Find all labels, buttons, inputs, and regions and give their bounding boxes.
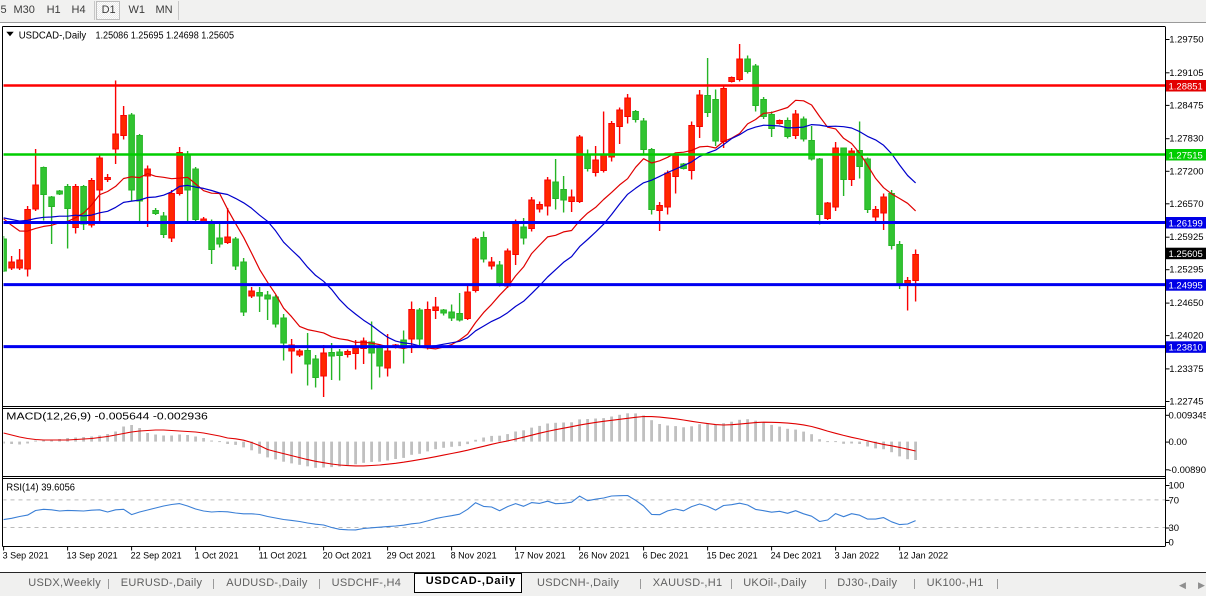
svg-text:1.26199: 1.26199 [1169, 218, 1203, 229]
svg-text:1 Oct 2021: 1 Oct 2021 [195, 551, 239, 561]
svg-text:1.27200: 1.27200 [1169, 166, 1203, 177]
svg-text:USDCAD-,Daily: USDCAD-,Daily [19, 30, 87, 41]
svg-text:1.24020: 1.24020 [1169, 331, 1203, 342]
svg-text:1.23375: 1.23375 [1169, 364, 1203, 375]
svg-text:1.24995: 1.24995 [1169, 281, 1203, 292]
svg-text:1.29750: 1.29750 [1169, 35, 1203, 46]
svg-text:1.22745: 1.22745 [1169, 397, 1203, 408]
svg-text:1.28475: 1.28475 [1169, 100, 1203, 111]
svg-text:11 Oct 2021: 11 Oct 2021 [259, 551, 307, 561]
svg-text:1.28851: 1.28851 [1169, 81, 1203, 92]
svg-text:30: 30 [1169, 523, 1180, 534]
svg-text:100: 100 [1169, 481, 1185, 492]
svg-text:26 Nov 2021: 26 Nov 2021 [579, 551, 630, 561]
svg-text:0.00: 0.00 [1169, 437, 1188, 448]
svg-text:MACD(12,26,9) -0.005644 -0.002: MACD(12,26,9) -0.005644 -0.002936 [6, 411, 208, 422]
svg-text:0: 0 [1169, 538, 1174, 549]
svg-text:70: 70 [1169, 495, 1180, 506]
svg-text:-0.008903: -0.008903 [1169, 465, 1206, 476]
svg-text:24 Dec 2021: 24 Dec 2021 [771, 551, 822, 561]
svg-text:13 Sep 2021: 13 Sep 2021 [67, 551, 118, 561]
svg-text:3 Jan 2022: 3 Jan 2022 [835, 551, 880, 561]
svg-text:22 Sep 2021: 22 Sep 2021 [131, 551, 182, 561]
svg-text:17 Nov 2021: 17 Nov 2021 [515, 551, 566, 561]
svg-text:0.009345: 0.009345 [1169, 410, 1206, 421]
svg-text:1.26570: 1.26570 [1169, 199, 1203, 210]
svg-text:1.25605: 1.25605 [1169, 249, 1203, 260]
svg-text:1.25295: 1.25295 [1169, 265, 1203, 276]
svg-text:8 Nov 2021: 8 Nov 2021 [451, 551, 497, 561]
svg-text:1.25925: 1.25925 [1169, 232, 1203, 243]
svg-text:1.23810: 1.23810 [1169, 343, 1203, 354]
svg-text:1.27515: 1.27515 [1169, 150, 1203, 161]
svg-text:1.24650: 1.24650 [1169, 298, 1203, 309]
svg-text:1.29105: 1.29105 [1169, 68, 1203, 79]
svg-text:15 Dec 2021: 15 Dec 2021 [707, 551, 758, 561]
svg-text:6 Dec 2021: 6 Dec 2021 [643, 551, 689, 561]
svg-text:RSI(14) 39.6056: RSI(14) 39.6056 [6, 483, 75, 494]
svg-text:29 Oct 2021: 29 Oct 2021 [387, 551, 436, 561]
svg-text:1.25086 1.25695 1.24698 1.2560: 1.25086 1.25695 1.24698 1.25605 [96, 30, 235, 41]
svg-text:12 Jan 2022: 12 Jan 2022 [899, 551, 949, 561]
svg-text:20 Oct 2021: 20 Oct 2021 [323, 551, 372, 561]
svg-text:3 Sep 2021: 3 Sep 2021 [3, 551, 49, 561]
svg-text:1.27830: 1.27830 [1169, 134, 1203, 145]
